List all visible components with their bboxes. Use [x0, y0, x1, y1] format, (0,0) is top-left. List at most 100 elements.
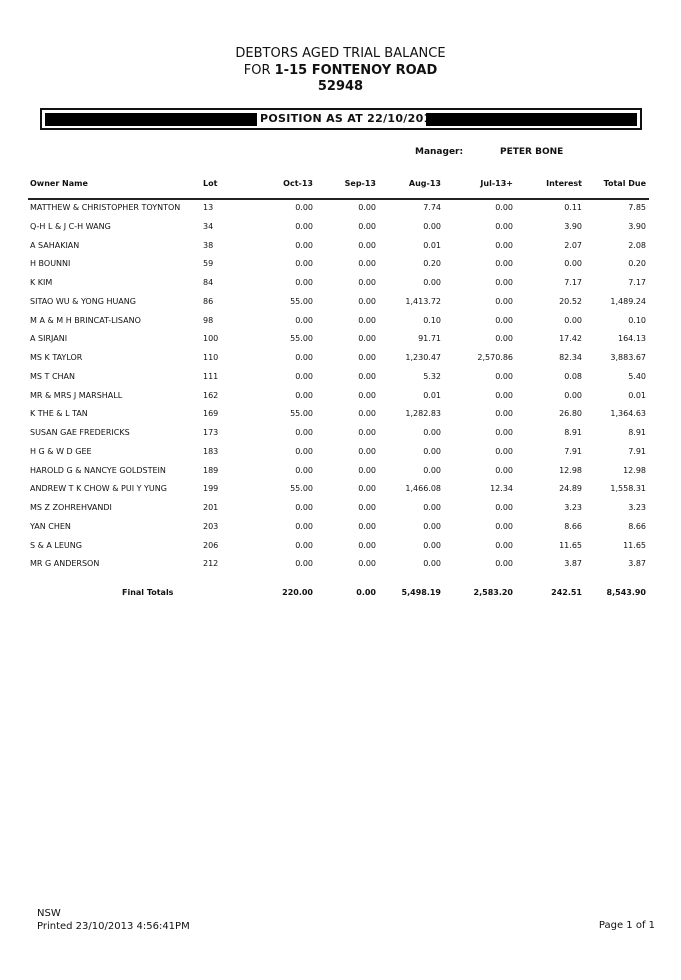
cell-aug-13: 0.00 — [423, 221, 441, 231]
cell-sep-13: 0.00 — [358, 428, 376, 437]
cell-total-due: 0.20 — [628, 259, 646, 269]
cell-sep-13: Sep-13 — [344, 179, 376, 188]
table-row: MS K TAYLOR 110 0.00 0.00 1,230.47 2,570.86 82… — [0, 352, 681, 364]
cell-interest: 26.80 — [559, 409, 582, 419]
cell-sep-13: 0.00 — [358, 353, 376, 362]
cell-owner-name: K THE & L TAN — [30, 409, 88, 419]
cell-lot: 111 — [203, 371, 219, 381]
cell-interest: 17.42 — [559, 334, 582, 344]
cell-oct-13: 0.00 — [295, 446, 313, 456]
cell-jul-13-plus: 0.00 — [495, 540, 513, 550]
cell-lot: 34 — [203, 221, 214, 231]
totals-label: Final Totals — [122, 588, 174, 597]
cell-oct-13: 0.00 — [295, 203, 313, 212]
cell-sep-13: 0.00 — [358, 203, 376, 212]
cell-owner-name: YAN CHEN — [30, 521, 71, 531]
cell-interest: 3.87 — [564, 559, 582, 569]
cell-owner-name: A SAHAKIAN — [30, 240, 80, 250]
cell-interest: 0.00 — [564, 259, 582, 269]
cell-aug-13: 1,230.47 — [405, 353, 441, 362]
cell-total-due: 8.91 — [628, 428, 646, 437]
cell-sep-13: 0.00 — [358, 296, 376, 306]
cell-owner-name: MS T CHAN — [30, 371, 76, 381]
cell-sep-13: 0.00 — [358, 559, 376, 569]
cell-interest: 0.00 — [564, 315, 582, 325]
cell-interest: 0.11 — [564, 203, 582, 212]
cell-aug-13: 5.32 — [423, 371, 441, 381]
cell-total-due: 12.98 — [623, 465, 646, 475]
cell-lot: 84 — [203, 278, 214, 287]
cell-aug-13: 0.00 — [423, 428, 441, 437]
cell-total-due: 7.91 — [628, 446, 646, 456]
table-row: MS T CHAN 111 0.00 0.00 5.32 0.00 0.08 5.40 — [0, 371, 681, 383]
cell-lot: 162 — [203, 390, 219, 400]
cell-aug-13: 0.01 — [423, 390, 441, 400]
cell-lot: Lot — [203, 179, 218, 188]
position-date: POSITION AS AT 22/10/2013 — [260, 112, 440, 125]
header-rule — [28, 198, 649, 200]
redaction-bar-right — [426, 113, 637, 126]
cell-lot: 100 — [203, 334, 219, 344]
cell-total-due: 0.01 — [628, 390, 646, 400]
cell-sep-13: 0.00 — [358, 503, 376, 512]
cell-oct-13: 0.00 — [295, 390, 313, 400]
property-code: 52948 — [317, 79, 364, 94]
cell-total-due: 8.66 — [628, 521, 646, 531]
cell-jul-13-plus: 0.00 — [495, 503, 513, 512]
cell-owner-name: SITAO WU & YONG HUANG — [30, 296, 136, 306]
footer-page: Page 1 of 1 — [598, 920, 655, 931]
position-banner: POSITION AS AT 22/10/2013 — [40, 108, 642, 130]
cell-jul-13-plus: 0.00 — [495, 278, 513, 287]
cell-jul-13-plus: 0.00 — [495, 446, 513, 456]
footer-state: NSW — [37, 908, 61, 919]
cell-jul-13-plus: 0.00 — [495, 521, 513, 531]
cell-sep-13: 0.00 — [358, 409, 376, 419]
cell-jul-13-plus: 0.00 — [495, 465, 513, 475]
cell-jul-13-plus: 0.00 — [495, 221, 513, 231]
cell-sep-13: 0.00 — [358, 465, 376, 475]
cell-interest: 2.07 — [564, 240, 582, 250]
cell-aug-13: 0.00 — [423, 465, 441, 475]
cell-lot: 173 — [203, 428, 219, 437]
table-row: HAROLD G & NANCYE GOLDSTEIN 189 0.00 0.00 0.… — [0, 465, 681, 477]
cell-oct-13: 0.00 — [295, 465, 313, 475]
cell-jul-13-plus: 0.00 — [495, 390, 513, 400]
cell-owner-name: MS K TAYLOR — [30, 353, 83, 362]
table-row: MR & MRS J MARSHALL 162 0.00 0.00 0.01 0.00 0.… — [0, 390, 681, 402]
cell-jul-13-plus: 0.00 — [495, 259, 513, 269]
cell-total-due: 1,558.31 — [610, 484, 646, 494]
cell-owner-name: MR G ANDERSON — [30, 559, 100, 569]
cell-total-due: 164.13 — [618, 334, 646, 344]
report-property-line: FOR 1-15 FONTENOY ROAD — [0, 63, 681, 79]
cell-total-due: 2.08 — [628, 240, 646, 250]
cell-jul-13-plus: 0.00 — [495, 296, 513, 306]
cell-aug-13: 1,466.08 — [405, 484, 441, 494]
cell-interest: 242.51 — [551, 588, 582, 597]
cell-lot: 110 — [203, 353, 219, 362]
cell-total-due: 5.40 — [628, 371, 646, 381]
cell-oct-13: 0.00 — [295, 428, 313, 437]
cell-owner-name: ANDREW T K CHOW & PUI Y YUNG — [30, 484, 167, 494]
cell-jul-13-plus: 0.00 — [495, 203, 513, 212]
cell-owner-name: Owner Name — [30, 179, 88, 188]
table-row: ANDREW T K CHOW & PUI Y YUNG 199 55.00 0.00… — [0, 483, 681, 495]
cell-oct-13: 0.00 — [295, 315, 313, 325]
cell-owner-name: MR & MRS J MARSHALL — [30, 390, 123, 400]
cell-oct-13: 55.00 — [290, 334, 313, 344]
cell-jul-13-plus: 12.34 — [490, 484, 513, 494]
cell-oct-13: 0.00 — [295, 240, 313, 250]
cell-aug-13: 0.00 — [423, 559, 441, 569]
table-row: H BOUNNI 59 0.00 0.00 0.20 0.00 0.00 0.20 — [0, 258, 681, 270]
cell-oct-13: Oct-13 — [283, 179, 313, 188]
cell-sep-13: 0.00 — [358, 259, 376, 269]
cell-oct-13: 55.00 — [290, 296, 313, 306]
cell-aug-13: 0.00 — [423, 278, 441, 287]
cell-sep-13: 0.00 — [356, 588, 376, 597]
cell-total-due: 11.65 — [623, 540, 646, 550]
cell-aug-13: 1,282.83 — [405, 409, 441, 419]
cell-owner-name: K KIM — [30, 278, 53, 287]
cell-jul-13-plus: 2,570.86 — [477, 353, 513, 362]
cell-jul-13-plus: Jul-13+ — [480, 179, 513, 188]
cell-owner-name: S & A LEUNG — [30, 540, 82, 550]
manager-name: PETER BONE — [500, 147, 564, 157]
